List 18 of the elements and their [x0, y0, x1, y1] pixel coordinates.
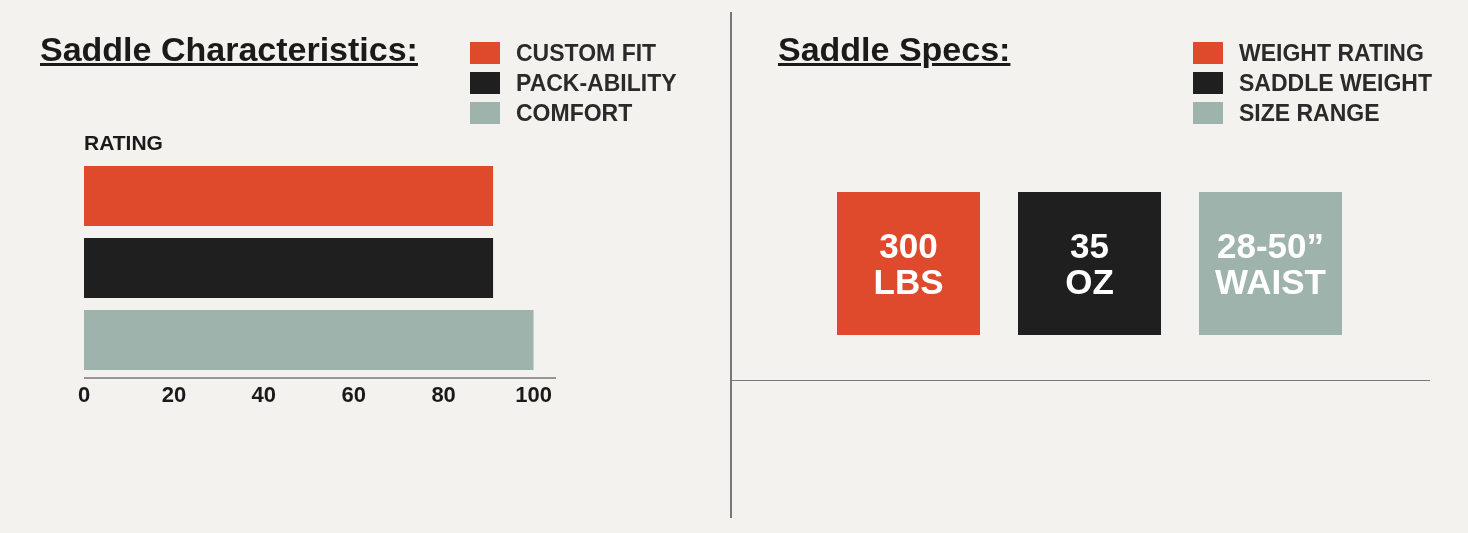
x-tick-label: 60 [341, 381, 366, 407]
chart-title: Saddle Characteristics: [40, 30, 418, 69]
x-tick-label: 40 [251, 381, 277, 407]
category-label: SADDLE WEIGHT [1239, 69, 1432, 97]
text: 35 OZ [1065, 225, 1114, 301]
x-tick-label: 0 [77, 381, 91, 407]
legend-label: COMFORT [516, 99, 633, 127]
category-label: WEIGHT RATING [1239, 39, 1424, 67]
x-axis-title: RATING [84, 131, 163, 155]
x-tick-label: 100 [515, 381, 552, 407]
text: 28-50” WAIST [1215, 225, 1326, 301]
legend-label: CUSTOM FIT [516, 39, 657, 67]
category-label: SIZE RANGE [1239, 99, 1380, 127]
x-tick-label: 20 [161, 381, 187, 407]
text: Saddle Specs: [778, 30, 1011, 69]
legend-label: PACK-ABILITY [516, 69, 677, 97]
x-tick-label: 80 [431, 381, 456, 407]
text: 300 LBS [873, 225, 944, 301]
